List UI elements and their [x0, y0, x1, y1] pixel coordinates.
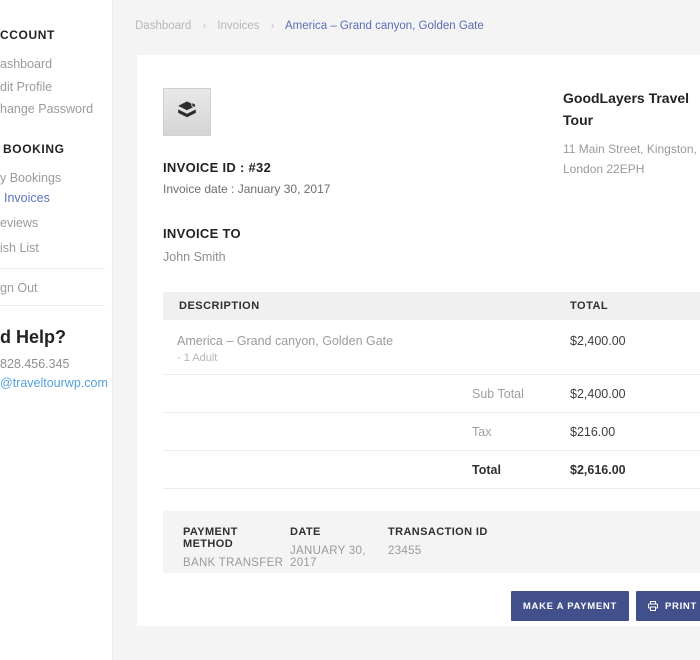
sidebar-divider	[0, 268, 105, 269]
sidebar-item-change-password[interactable]: hange Password	[0, 102, 94, 116]
tax-label: Tax	[472, 425, 492, 439]
sidebar-heading-booking: BOOKING	[3, 142, 65, 156]
payment-method-header: PAYMENT METHOD	[183, 526, 238, 550]
tax-amount: $216.00	[570, 425, 616, 439]
line-item-amount: $2,400.00	[570, 334, 626, 348]
invoice-card: GoodLayers Travel Tour 11 Main Street, K…	[137, 55, 700, 626]
payment-details-box: PAYMENT METHOD BANK TRANSFER DATE JANUAR…	[163, 511, 700, 573]
transaction-id-value: 23455	[388, 545, 422, 557]
invoice-id: INVOICE ID : #32	[163, 160, 272, 175]
sidebar-divider	[0, 305, 105, 306]
help-email-link[interactable]: @traveltourwp.com	[0, 376, 108, 390]
sidebar-item-reviews[interactable]: eviews	[0, 216, 39, 230]
print-button[interactable]: PRINT	[636, 591, 700, 621]
payment-date-header: DATE	[290, 526, 321, 538]
payment-date-column: DATE JANUARY 30, 2017	[290, 526, 388, 573]
sidebar-item-sign-out[interactable]: gn Out	[0, 281, 38, 295]
breadcrumb-current-page: America – Grand canyon, Golden Gate	[284, 20, 484, 32]
transaction-id-header: TRANSACTION ID	[388, 526, 488, 538]
sidebar-item-wish-list[interactable]: ish List	[0, 241, 39, 255]
company-name: GoodLayers Travel Tour	[563, 90, 690, 128]
company-info: GoodLayers Travel Tour 11 Main Street, K…	[563, 88, 700, 179]
invoice-header: GoodLayers Travel Tour 11 Main Street, K…	[163, 88, 700, 176]
invoice-table: DESCRIPTION TOTAL America – Grand canyon…	[163, 292, 700, 489]
subtotal-amount: $2,400.00	[570, 387, 626, 401]
sidebar-item-my-bookings[interactable]: y Bookings	[0, 171, 62, 185]
payment-method-value: BANK TRANSFER	[183, 557, 284, 569]
sidebar-item-invoices[interactable]: Invoices	[4, 191, 50, 205]
total-label: Total	[472, 463, 501, 477]
subtotal-label: Sub Total	[472, 387, 524, 401]
breadcrumb: Dashboard › Invoices › America – Grand c…	[135, 20, 484, 32]
invoice-date: Invoice date : January 30, 2017	[163, 182, 331, 196]
transaction-id-column: TRANSACTION ID 23455	[388, 526, 488, 573]
total-amount: $2,616.00	[570, 463, 626, 477]
total-header: TOTAL	[570, 300, 609, 312]
invoice-to-heading: INVOICE TO	[163, 226, 241, 241]
sidebar-item-edit-profile[interactable]: dit Profile	[0, 80, 53, 94]
line-item-subtitle: - 1 Adult	[177, 352, 218, 364]
table-header-row: DESCRIPTION TOTAL	[163, 292, 700, 320]
chevron-right-icon: ›	[202, 20, 207, 32]
printer-icon	[648, 601, 658, 611]
help-phone: 828.456.345	[0, 357, 70, 371]
description-header: DESCRIPTION	[179, 300, 260, 312]
company-address: 11 Main Street, Kingston, London 22EPH	[563, 142, 697, 176]
need-help-heading: d Help?	[0, 327, 66, 347]
tax-row: Tax $216.00	[163, 413, 700, 451]
invoice-to-name: John Smith	[163, 250, 226, 264]
breadcrumb-dashboard[interactable]: Dashboard	[135, 20, 192, 32]
sidebar-heading-account: CCOUNT	[0, 28, 55, 42]
print-button-label: PRINT	[665, 600, 697, 612]
sidebar-item-dashboard[interactable]: ashboard	[0, 57, 53, 71]
breadcrumb-invoices[interactable]: Invoices	[217, 20, 260, 32]
company-logo	[163, 88, 211, 136]
make-a-payment-button[interactable]: MAKE A PAYMENT	[510, 591, 629, 621]
total-row: Total $2,616.00	[163, 451, 700, 489]
line-item-title: America – Grand canyon, Golden Gate	[177, 334, 394, 348]
goodlayers-layers-icon	[178, 101, 196, 118]
subtotal-row: Sub Total $2,400.00	[163, 375, 700, 413]
payment-method-column: PAYMENT METHOD BANK TRANSFER	[183, 526, 290, 573]
line-item-row: America – Grand canyon, Golden Gate - 1 …	[163, 320, 700, 375]
account-sidebar: CCOUNT ashboard dit Profile hange Passwo…	[0, 0, 113, 660]
chevron-right-icon: ›	[270, 20, 275, 32]
invoice-actions: MAKE A PAYMENT PRINT	[163, 591, 700, 621]
payment-date-value: JANUARY 30, 2017	[290, 545, 366, 569]
